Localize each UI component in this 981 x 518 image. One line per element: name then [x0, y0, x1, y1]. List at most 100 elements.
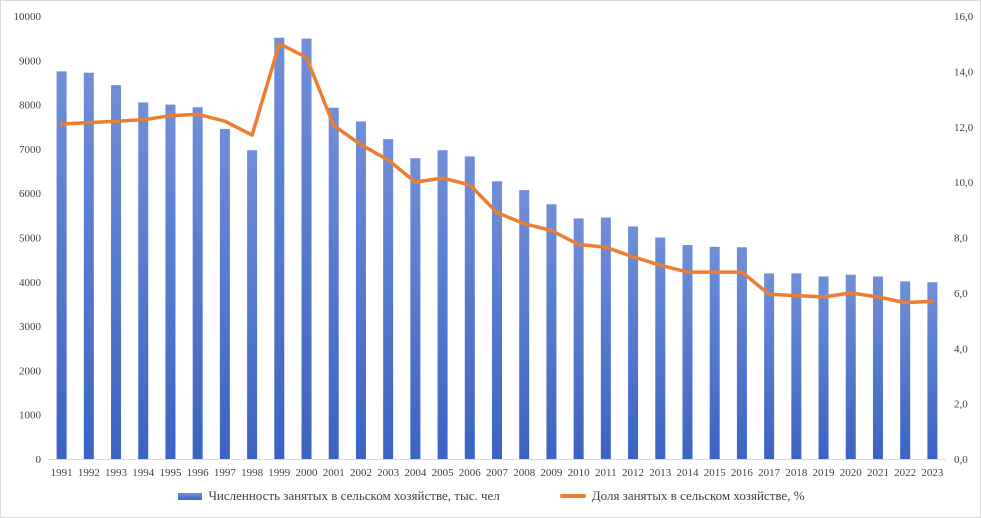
x-tick-label: 2017 — [758, 467, 781, 479]
bar-1999 — [274, 37, 285, 459]
bar-2007 — [492, 181, 502, 459]
right-tick-label: 12,0 — [954, 122, 974, 134]
bar-2006 — [464, 156, 475, 459]
bar-2012 — [628, 226, 639, 459]
bar-2013 — [655, 237, 666, 459]
right-tick-label: 6,0 — [954, 288, 968, 300]
bar-1993 — [111, 85, 122, 459]
x-tick-label: 1993 — [105, 467, 128, 479]
x-tick-label: 2016 — [731, 467, 754, 479]
legend-swatch-line — [559, 494, 586, 498]
bar-2017 — [764, 273, 775, 459]
bar-1995 — [165, 104, 176, 459]
x-tick-label: 1992 — [78, 467, 100, 479]
bar-2009 — [546, 204, 557, 459]
x-tick-label: 2005 — [432, 467, 455, 479]
left-axis: 0 1000 2000 3000 4000 5000 6000 7000 8000 9000 100… — [14, 11, 42, 466]
line-series — [59, 41, 935, 305]
legend-label-line: Доля занятых в сельском хозяйстве, % — [591, 488, 805, 503]
x-tick-label: 2007 — [486, 467, 509, 479]
left-tick-label: 1000 — [19, 410, 42, 422]
x-tick-label: 1996 — [187, 467, 210, 479]
x-tick-label: 2020 — [840, 467, 863, 479]
legend-label-bars: Численность занятых в сельском хозяйстве… — [208, 488, 500, 503]
bar-series — [56, 37, 938, 460]
right-axis: 0,0 2,0 4,0 6,0 8,0 10,0 12,0 14,0 16,0 — [954, 11, 974, 466]
x-tick-label: 2003 — [377, 467, 400, 479]
bar-2011 — [600, 217, 611, 459]
bar-2010 — [573, 218, 584, 459]
legend-swatch-bars — [178, 492, 203, 500]
right-tick-label: 8,0 — [954, 233, 968, 245]
bar-2020 — [845, 274, 856, 459]
bar-2016 — [736, 247, 747, 459]
line-share-percent — [59, 41, 935, 305]
x-tick-label: 2004 — [404, 467, 427, 479]
x-tick-label: 2000 — [296, 467, 319, 479]
bar-2018 — [791, 273, 802, 459]
bar-2001 — [328, 107, 339, 460]
x-tick-label: 2015 — [704, 467, 727, 479]
bar-2022 — [900, 281, 911, 459]
left-tick-label: 6000 — [19, 188, 42, 200]
left-tick-label: 7000 — [19, 144, 42, 156]
right-tick-label: 2,0 — [954, 399, 968, 411]
right-tick-label: 14,0 — [954, 66, 974, 78]
right-tick-label: 10,0 — [954, 177, 974, 189]
bar-2000 — [301, 38, 312, 460]
left-tick-label: 5000 — [19, 233, 42, 245]
bar-2002 — [355, 121, 366, 460]
x-tick-label: 1994 — [132, 467, 155, 479]
left-tick-label: 2000 — [19, 365, 42, 377]
x-tick-label: 2006 — [459, 467, 482, 479]
x-tick-label: 2021 — [867, 467, 889, 479]
x-tick-label: 2008 — [513, 467, 536, 479]
x-tick-label: 2019 — [813, 467, 836, 479]
x-tick-label: 2023 — [921, 467, 944, 479]
combo-chart: 0 1000 2000 3000 4000 5000 6000 7000 8000 9000 100… — [14, 11, 974, 479]
x-tick-label: 2013 — [649, 467, 672, 479]
bar-2008 — [519, 190, 530, 459]
left-tick-label: 3000 — [19, 321, 42, 333]
left-tick-label: 9000 — [19, 55, 42, 67]
bar-2003 — [383, 139, 394, 460]
x-tick-label: 2011 — [595, 467, 617, 479]
bar-2021 — [872, 276, 883, 459]
x-tick-label: 2001 — [323, 467, 345, 479]
bar-1996 — [192, 107, 203, 460]
bar-2014 — [682, 245, 693, 459]
bar-2004 — [410, 158, 421, 459]
legend-item-line: Доля занятых в сельском хозяйстве, % — [559, 488, 805, 504]
legend: Численность занятых в сельском хозяйстве… — [1, 483, 981, 509]
bar-2015 — [709, 246, 720, 459]
x-tick-label: 2018 — [785, 467, 808, 479]
legend-item-bars: Численность занятых в сельском хозяйстве… — [178, 488, 500, 504]
x-tick-label: 2009 — [540, 467, 563, 479]
right-tick-label: 16,0 — [954, 11, 974, 23]
x-tick-label: 1995 — [159, 467, 182, 479]
x-axis: 1991 1992 1993 1994 1995 1996 1997 1998 1999 2000… — [48, 459, 946, 479]
x-tick-label: 2002 — [350, 467, 372, 479]
x-tick-label: 2014 — [676, 467, 699, 479]
bar-1992 — [83, 72, 94, 459]
x-tick-label: 1997 — [214, 467, 237, 479]
bar-1991 — [56, 71, 67, 459]
x-tick-label: 2022 — [894, 467, 916, 479]
bar-1994 — [138, 102, 149, 459]
bar-2023 — [927, 282, 938, 459]
left-tick-label: 10000 — [14, 11, 42, 23]
bar-1997 — [219, 128, 230, 459]
left-tick-label: 8000 — [19, 100, 42, 112]
x-tick-label: 1999 — [268, 467, 291, 479]
right-tick-label: 0,0 — [954, 454, 968, 466]
right-tick-label: 4,0 — [954, 343, 968, 355]
left-tick-label: 4000 — [19, 277, 42, 289]
x-tick-label: 1998 — [241, 467, 264, 479]
bar-2005 — [437, 150, 448, 459]
bar-2019 — [818, 276, 829, 459]
x-tick-label: 1991 — [51, 467, 73, 479]
x-tick-label: 2012 — [622, 467, 644, 479]
bar-1998 — [247, 150, 258, 459]
left-tick-label: 0 — [36, 454, 42, 466]
